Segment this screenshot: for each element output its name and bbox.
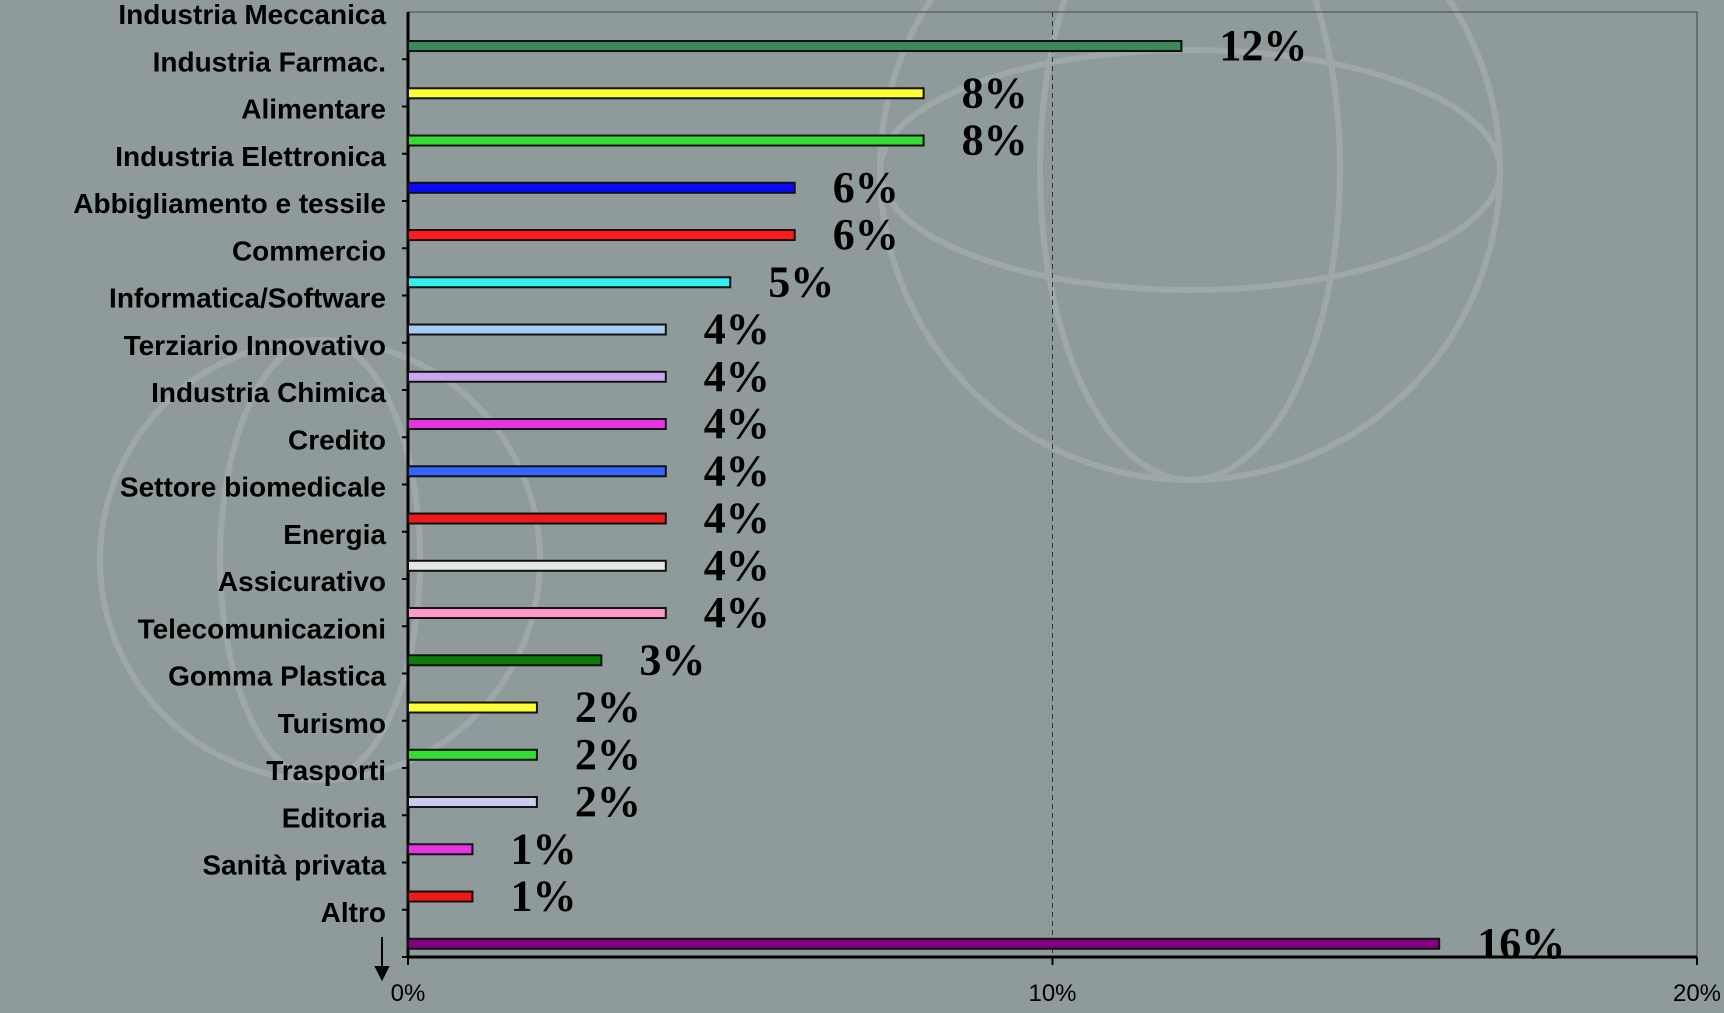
x-tick-label: 10%	[1028, 980, 1076, 1007]
value-label: 4%	[704, 446, 770, 495]
category-label: Terziario Innovativo	[124, 330, 386, 361]
bar	[407, 276, 732, 289]
bar	[407, 796, 538, 809]
bar	[407, 512, 667, 525]
value-label: 1%	[510, 872, 576, 921]
axis-arrow	[374, 937, 390, 982]
bar	[407, 370, 667, 383]
value-label: 8%	[962, 68, 1028, 117]
value-label: 4%	[704, 541, 770, 590]
bar	[407, 607, 667, 620]
category-label: Industria Meccanica	[118, 0, 386, 30]
category-label: Informatica/Software	[109, 283, 386, 314]
bar	[407, 134, 925, 147]
value-label: 5%	[768, 257, 834, 306]
value-label: 1%	[510, 824, 576, 873]
value-label: 2%	[575, 777, 641, 826]
value-label: 4%	[704, 352, 770, 401]
value-label: 8%	[962, 116, 1028, 165]
category-label: Editoria	[282, 802, 387, 833]
bar	[407, 559, 667, 572]
x-tick-label: 20%	[1673, 980, 1721, 1007]
category-label: Energia	[283, 519, 386, 550]
bar	[407, 890, 474, 903]
bar	[407, 843, 474, 856]
bar	[407, 229, 796, 242]
value-label: 6%	[833, 210, 899, 259]
category-label: Telecomunicazioni	[138, 613, 386, 644]
category-label: Credito	[288, 424, 386, 455]
bar	[407, 654, 603, 667]
category-label: Industria Chimica	[151, 377, 386, 408]
category-label: Industria Farmac.	[153, 46, 386, 77]
bar	[407, 701, 538, 714]
value-label: 4%	[704, 399, 770, 448]
bar	[407, 748, 538, 761]
bar	[407, 87, 925, 100]
value-label: 4%	[704, 305, 770, 354]
globe-decoration	[97, 0, 1503, 783]
value-label: 3%	[639, 635, 705, 684]
value-label: 6%	[833, 163, 899, 212]
category-label: Assicurativo	[218, 566, 386, 597]
x-tick-label: 0%	[391, 980, 426, 1007]
value-label: 4%	[704, 494, 770, 543]
bar	[407, 181, 796, 194]
category-label: Turismo	[278, 708, 386, 739]
category-label: Altro	[321, 897, 386, 928]
category-label: Sanità privata	[202, 850, 386, 881]
bar	[407, 323, 667, 336]
value-label: 2%	[575, 683, 641, 732]
bar	[407, 465, 667, 478]
category-label: Commercio	[232, 235, 386, 266]
category-label: Industria Elettronica	[115, 141, 386, 172]
category-label: Abbigliamento e tessile	[73, 188, 386, 219]
value-label: 16%	[1477, 919, 1565, 968]
value-label: 12%	[1219, 21, 1307, 70]
category-label: Trasporti	[266, 755, 386, 786]
bar	[407, 937, 1441, 950]
bar	[407, 40, 1183, 53]
value-label: 2%	[575, 730, 641, 779]
category-label: Settore biomedicale	[120, 472, 386, 503]
bar	[407, 418, 667, 431]
category-label: Gomma Plastica	[168, 661, 386, 692]
category-label: Alimentare	[241, 94, 386, 125]
value-label: 4%	[704, 588, 770, 637]
